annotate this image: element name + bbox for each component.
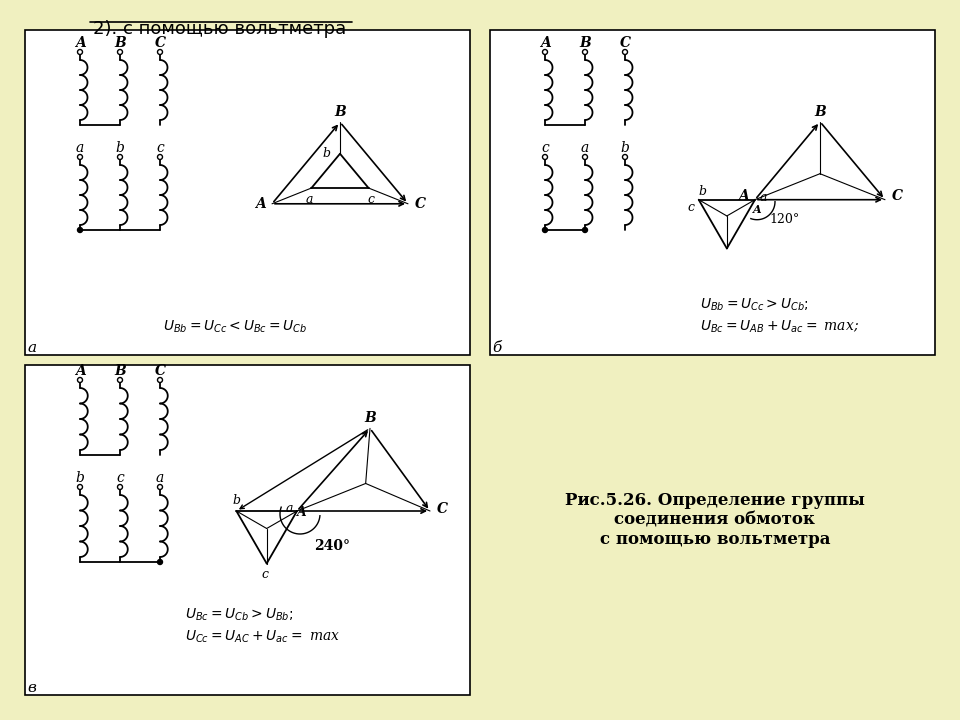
Text: а: а (28, 341, 36, 355)
Text: c: c (156, 141, 164, 155)
Bar (25, 30, 470, 355)
Text: 2). с помощью вольтметра: 2). с помощью вольтметра (93, 20, 347, 38)
Text: A: A (75, 36, 85, 50)
Text: A: A (254, 197, 265, 211)
Text: C: C (155, 364, 165, 378)
Circle shape (117, 50, 123, 55)
Text: B: B (579, 36, 590, 50)
Circle shape (117, 485, 123, 490)
Text: Рис.5.26. Определение группы
соединения обмоток
с помощью вольтметра: Рис.5.26. Определение группы соединения … (565, 492, 865, 548)
Text: c: c (687, 201, 694, 215)
Circle shape (78, 228, 83, 233)
Text: $U_{Bc} = U_{Cb} > U_{Bb};$: $U_{Bc} = U_{Cb} > U_{Bb};$ (185, 607, 294, 624)
Text: c: c (261, 568, 268, 581)
Text: $U_{Bb} = U_{Cc} < U_{Bc} = U_{Cb}$: $U_{Bb} = U_{Cc} < U_{Bc} = U_{Cb}$ (163, 319, 307, 336)
Circle shape (542, 228, 547, 233)
Text: C: C (415, 197, 425, 211)
Circle shape (157, 485, 162, 490)
Circle shape (542, 50, 547, 55)
Text: $U_{Bb} = U_{Cc} > U_{Cb};$: $U_{Bb} = U_{Cc} > U_{Cb};$ (700, 297, 808, 313)
Text: a: a (759, 192, 767, 204)
Circle shape (157, 559, 162, 564)
Circle shape (78, 155, 83, 160)
Circle shape (78, 377, 83, 382)
Text: B: B (814, 104, 826, 119)
Circle shape (157, 155, 162, 160)
Circle shape (583, 50, 588, 55)
Text: C: C (155, 36, 165, 50)
Text: b: b (620, 141, 630, 155)
Text: a: a (285, 503, 293, 516)
Circle shape (583, 155, 588, 160)
Text: B: B (334, 105, 346, 120)
Text: c: c (116, 471, 124, 485)
Bar (25, 365, 470, 695)
Text: B: B (114, 36, 126, 50)
Bar (490, 30, 935, 355)
Text: B: B (364, 411, 376, 426)
Circle shape (117, 377, 123, 382)
Text: A: A (298, 506, 307, 520)
Text: b: b (232, 495, 240, 508)
Text: C: C (437, 502, 447, 516)
Circle shape (622, 50, 628, 55)
Text: 120°: 120° (770, 213, 800, 226)
Text: c: c (367, 192, 374, 205)
Text: a: a (305, 192, 313, 205)
Text: b: b (699, 185, 707, 198)
Text: б: б (492, 341, 502, 355)
Circle shape (622, 155, 628, 160)
Text: A: A (540, 36, 550, 50)
Text: A: A (753, 204, 761, 215)
Text: a: a (76, 141, 84, 155)
Circle shape (542, 155, 547, 160)
Text: B: B (114, 364, 126, 378)
Text: A: A (75, 364, 85, 378)
Text: C: C (892, 189, 902, 203)
Text: $U_{Cc} = U_{AC} + U_{ac} = $ max: $U_{Cc} = U_{AC} + U_{ac} = $ max (185, 629, 340, 645)
Text: a: a (581, 141, 589, 155)
Text: c: c (541, 141, 549, 155)
Text: b: b (115, 141, 125, 155)
Text: a: a (156, 471, 164, 485)
Text: $U_{Bc} = U_{AB} + U_{ac} = $ max;: $U_{Bc} = U_{AB} + U_{ac} = $ max; (700, 319, 859, 336)
Circle shape (117, 155, 123, 160)
Circle shape (78, 485, 83, 490)
Text: в: в (28, 681, 36, 695)
Text: b: b (322, 148, 330, 161)
Circle shape (583, 228, 588, 233)
Circle shape (78, 50, 83, 55)
Circle shape (157, 377, 162, 382)
Text: b: b (76, 471, 84, 485)
Circle shape (157, 50, 162, 55)
Text: C: C (619, 36, 631, 50)
Text: 240°: 240° (314, 539, 350, 553)
Text: A: A (737, 189, 749, 203)
